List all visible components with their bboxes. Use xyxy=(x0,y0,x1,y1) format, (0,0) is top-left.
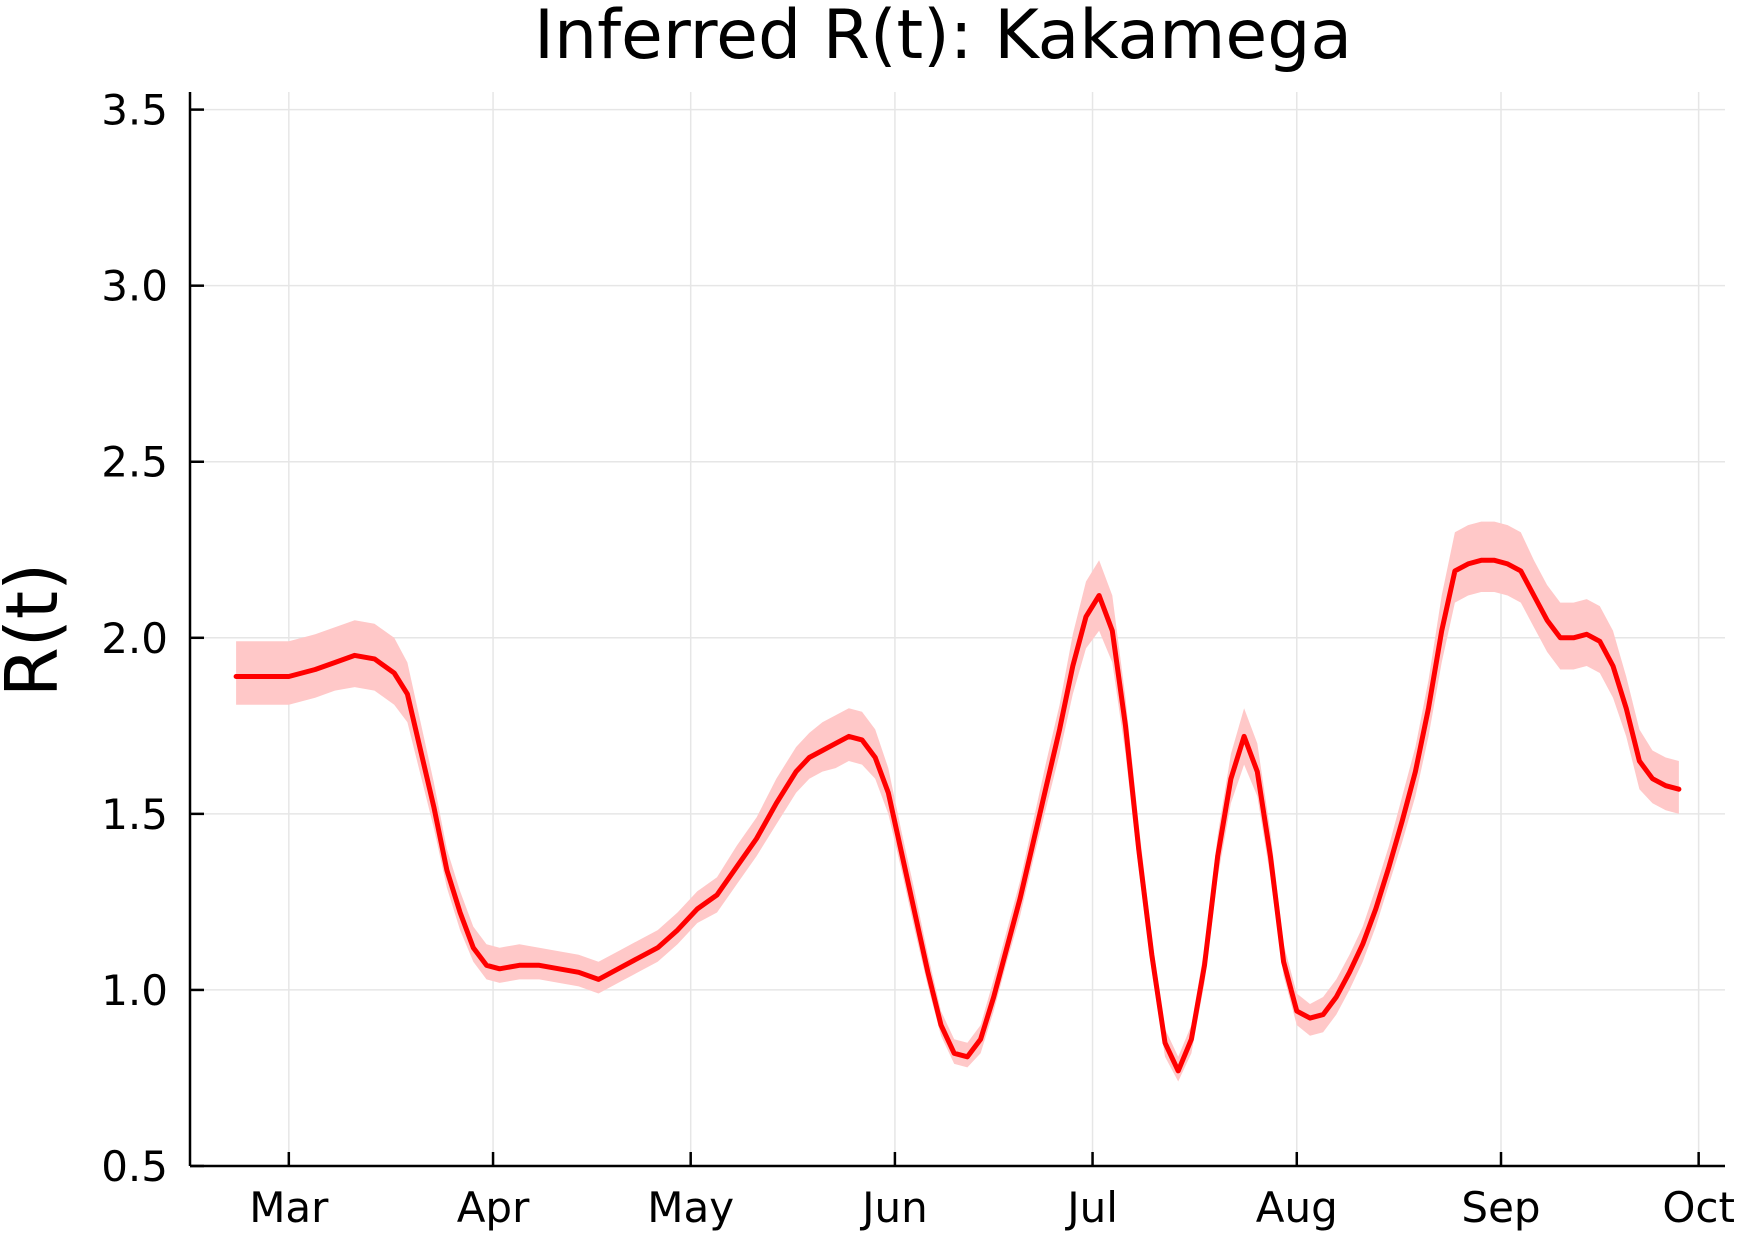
x-tick-label: Sep xyxy=(1461,1183,1540,1232)
x-tick-label: Oct xyxy=(1662,1183,1735,1232)
x-tick-label: Aug xyxy=(1256,1183,1338,1232)
y-axis-label: R(t) xyxy=(0,563,74,697)
x-tick-label: Apr xyxy=(457,1183,530,1232)
axes xyxy=(188,92,1725,1168)
y-tick-label: 1.5 xyxy=(101,790,168,839)
x-tick-label: Mar xyxy=(249,1183,329,1232)
grid xyxy=(190,92,1725,1167)
x-tick-label: Jul xyxy=(1064,1183,1118,1232)
y-tick-label: 0.5 xyxy=(101,1142,168,1191)
rt-series-line xyxy=(233,557,1682,1074)
series-line-layer xyxy=(233,557,1682,1074)
y-tick-label: 2.5 xyxy=(101,438,168,487)
x-tick-label: Jun xyxy=(859,1183,928,1232)
confidence-band xyxy=(236,521,1679,1082)
y-tick-label: 1.0 xyxy=(101,966,168,1015)
y-tick-label: 3.0 xyxy=(101,262,168,311)
ticks: 0.5 1.0 1.5 2.0 2.5 3.0 3.5 Mar Apr May Jun Jul Aug S… xyxy=(101,86,1735,1232)
chart-title: Inferred R(t): Kakamega xyxy=(534,0,1352,75)
x-tick-label: May xyxy=(647,1183,734,1232)
confidence-band-area xyxy=(236,521,1679,1082)
y-tick-label: 3.5 xyxy=(101,86,168,135)
y-tick-label: 2.0 xyxy=(101,614,168,663)
